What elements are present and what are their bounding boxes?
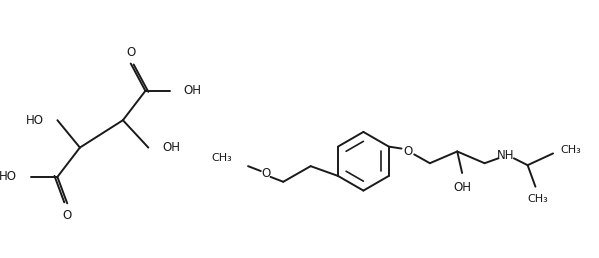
Text: O: O [126,46,135,59]
Text: NH: NH [497,149,515,162]
Text: OH: OH [183,84,201,97]
Text: HO: HO [26,114,44,127]
Text: OH: OH [162,141,180,154]
Text: CH₃: CH₃ [211,153,232,163]
Text: HO: HO [0,170,17,183]
Text: O: O [261,167,270,180]
Text: CH₃: CH₃ [561,144,582,155]
Text: OH: OH [453,181,471,194]
Text: CH₃: CH₃ [527,195,547,205]
Text: O: O [62,209,72,222]
Text: O: O [404,145,413,158]
